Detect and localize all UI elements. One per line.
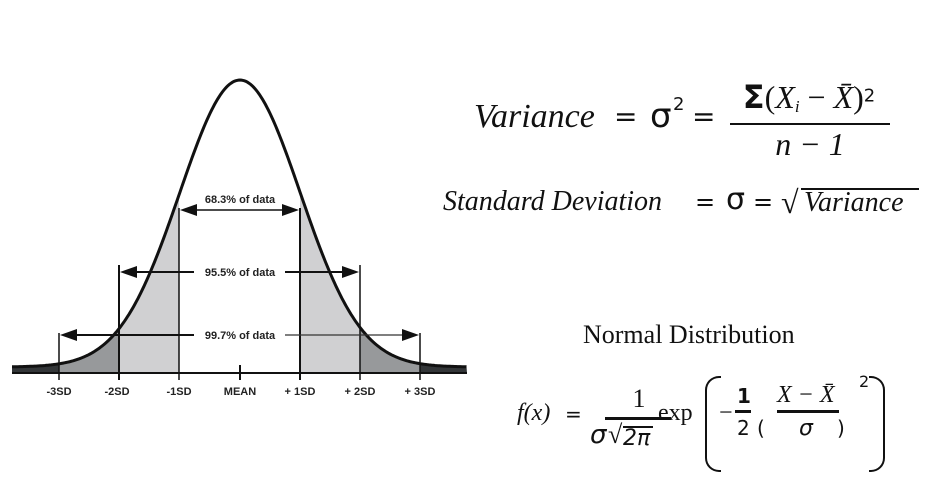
band-3sd-right <box>360 80 420 373</box>
radicand: Variance <box>804 187 904 218</box>
frac-radical: √ <box>608 420 623 449</box>
fraction-bar <box>730 123 890 125</box>
annotation-95-5: 95.5% of data <box>205 267 276 279</box>
frac-radical-bar <box>623 426 653 428</box>
label-plus-3sd: + 3SD <box>405 386 436 398</box>
label-plus-2sd: + 2SD <box>345 386 376 398</box>
normal-equals: = <box>565 402 582 426</box>
frac-bar <box>605 417 671 420</box>
label-minus-1sd: -1SD <box>166 386 191 398</box>
half-numerator: 1 <box>737 384 751 408</box>
inner-bar <box>777 410 839 413</box>
power-2: 2 <box>859 372 870 391</box>
variance-numerator: Σ(Xi − X̄)2 <box>742 78 876 117</box>
big-paren-left <box>705 376 721 472</box>
inner-numerator: X − X̄ <box>777 382 835 408</box>
equals-1: = <box>614 100 638 133</box>
frac-numerator: 1 <box>632 384 646 413</box>
arrows <box>60 204 419 341</box>
exp-label: exp <box>658 400 693 426</box>
inner-denominator: σ <box>799 416 813 441</box>
band-3sd-left <box>59 80 119 373</box>
bell-curve <box>12 78 467 369</box>
annotation-99-7: 99.7% of data <box>205 330 276 342</box>
radical-bar <box>801 188 919 190</box>
inner-close-paren: ) <box>837 416 845 440</box>
label-mean: MEAN <box>224 386 256 398</box>
sigma-symbol: σ <box>650 96 672 136</box>
equals-2: = <box>692 100 716 133</box>
std-equals-2: = <box>753 188 774 216</box>
normal-formula: f(x) = 1 σ √ 2π exp − 1 2 ( X − X̄ σ ) 2 <box>515 372 895 472</box>
sigma-exponent: 2 <box>673 94 685 115</box>
radical-icon: √ <box>781 184 799 220</box>
label-plus-1sd: + 1SD <box>285 386 316 398</box>
frac-radicand: 2π <box>623 426 651 451</box>
axis-labels: -3SD -2SD -1SD MEAN + 1SD + 2SD + 3SD <box>46 386 435 398</box>
std-sigma: σ <box>726 182 746 217</box>
minus-sign: − <box>719 400 733 426</box>
std-dev-label: Standard Deviation <box>443 186 663 217</box>
std-equals-1: = <box>695 188 716 216</box>
variance-denominator: n − 1 <box>775 126 845 162</box>
tail-left <box>12 80 59 373</box>
frac-sigma: σ <box>590 420 607 450</box>
normal-title: Normal Distribution <box>583 320 795 349</box>
half-denominator: 2 <box>737 416 750 440</box>
annotation-68-3: 68.3% of data <box>205 194 276 206</box>
half-bar <box>735 410 751 413</box>
fx-label: f(x) <box>517 400 551 426</box>
variance-label: Variance <box>474 98 595 135</box>
label-minus-2sd: -2SD <box>104 386 129 398</box>
big-paren-right <box>869 376 885 472</box>
inner-open-paren: ( <box>757 416 765 440</box>
label-minus-3sd: -3SD <box>46 386 71 398</box>
